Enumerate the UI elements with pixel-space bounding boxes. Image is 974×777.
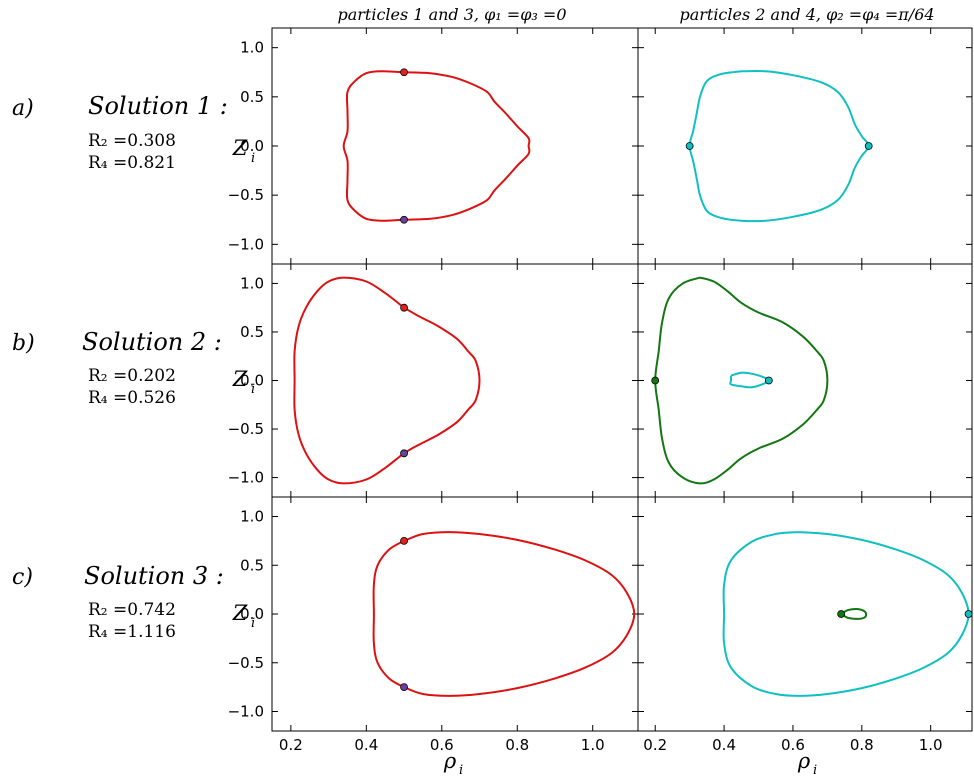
y-tick-label: 0.5	[240, 556, 264, 574]
x-axis-label-sub: i	[459, 763, 463, 777]
x-tick-label: 0.4	[354, 736, 378, 754]
x-axis-label: ρ	[797, 749, 811, 773]
plot-panels: −1.0 −0.5 0.0 0.5 1.0 −1.0 −0.5 0.0 0.5 1.0 −1.0 −0…	[228, 27, 973, 754]
panel-frame	[637, 263, 973, 498]
y-axis-label: Z	[232, 136, 248, 160]
r4-value: R₄ =0.821	[88, 153, 176, 173]
y-axis-label-sub: i	[251, 151, 255, 166]
y-tick-label: −1.0	[228, 469, 264, 487]
x-tick-label: 0.4	[712, 736, 736, 754]
x-tick-label: 1.0	[581, 736, 605, 754]
y-tick-label: 0.0	[240, 372, 264, 390]
solution-label: Solution 3 :	[84, 562, 224, 590]
x-tick-label: 1.0	[919, 736, 943, 754]
y-axis-label-row-a: Z i	[232, 136, 255, 166]
y-axis-label-sub: i	[251, 616, 255, 631]
y-axis-label: Z	[232, 601, 248, 625]
x-tick-label: 0.6	[430, 736, 454, 754]
y-tick-label: −0.5	[228, 420, 264, 438]
row-letter: b)	[12, 331, 35, 356]
row-annotation-c: c) Solution 3 : R₂ =0.742 R₄ =1.116	[12, 562, 224, 642]
orbit-curve-cyan	[729, 371, 770, 389]
y-tick-label: 0.0	[240, 605, 264, 623]
y-axis-label-row-b: Z i	[232, 367, 255, 397]
panel-0-1	[637, 27, 973, 265]
orbit-curve-cyan	[688, 69, 870, 223]
r4-value: R₄ =0.526	[88, 388, 176, 408]
x-tick-label: 0.2	[643, 736, 667, 754]
panel-2-1: 0.2 0.4 0.6 0.8 1.0	[637, 496, 973, 754]
y-axis-label: Z	[232, 367, 248, 391]
column-title-right: particles 2 and 4, φ₂ =φ₄ =π/64	[679, 5, 934, 24]
panel-2-0: −1.0 −0.5 0.0 0.5 1.0 0.2 0.4 0.6 0.8 1.0	[228, 496, 639, 754]
panel-frame	[271, 27, 639, 265]
particle-marker	[837, 610, 846, 618]
x-axis-label-sub: i	[813, 763, 817, 777]
panel-0-0: −1.0 −0.5 0.0 0.5 1.0	[228, 27, 639, 265]
particle-marker	[400, 303, 408, 312]
particle-marker	[964, 610, 973, 618]
particle-marker	[685, 142, 694, 150]
particle-marker	[764, 376, 773, 385]
y-tick-label: 1.0	[240, 274, 264, 292]
y-axis-label-sub: i	[251, 382, 255, 397]
x-tick-label: 0.8	[505, 736, 529, 754]
row-annotation-a: a) Solution 1 : R₂ =0.308 R₄ =0.821	[12, 92, 228, 173]
particle-marker	[400, 449, 408, 458]
orbit-curve-cyan	[722, 531, 970, 697]
r4-value: R₄ =1.116	[88, 622, 176, 642]
y-tick-label: 1.0	[240, 508, 264, 526]
particle-marker	[651, 376, 660, 385]
x-axis-label-right: ρ i	[797, 749, 817, 777]
x-tick-label: 0.2	[279, 736, 303, 754]
column-title-left: particles 1 and 3, φ₁ =φ₃ =0	[337, 5, 566, 24]
r2-value: R₂ =0.308	[88, 131, 176, 151]
y-tick-label: 0.5	[240, 323, 264, 341]
y-tick-label: −1.0	[228, 235, 264, 253]
particle-marker	[400, 68, 408, 77]
y-tick-label: −1.0	[228, 703, 264, 721]
orbit-curve-green	[840, 608, 868, 620]
particle-marker	[400, 215, 408, 224]
solution-label: Solution 2 :	[82, 328, 222, 356]
y-axis-label-row-c: Z i	[232, 601, 255, 631]
orbit-curve-green	[654, 276, 829, 485]
x-tick-label: 0.8	[850, 736, 874, 754]
y-tick-label: −0.5	[228, 654, 264, 672]
particle-marker	[400, 683, 408, 692]
x-tick-label: 0.6	[781, 736, 805, 754]
orbit-curve-red	[342, 70, 531, 222]
row-letter: a)	[12, 96, 34, 121]
solution-label: Solution 1 :	[88, 92, 228, 120]
particle-marker	[864, 142, 873, 150]
row-letter: c)	[12, 565, 33, 590]
y-tick-label: 1.0	[240, 39, 264, 57]
particle-marker	[400, 536, 408, 545]
y-tick-label: 0.0	[240, 137, 264, 155]
panel-1-0: −1.0 −0.5 0.0 0.5 1.0	[228, 263, 639, 498]
r2-value: R₂ =0.742	[88, 600, 176, 620]
r2-value: R₂ =0.202	[88, 366, 176, 386]
x-axis-label-left: ρ i	[443, 749, 463, 777]
orbit-curve-red	[293, 276, 481, 485]
x-axis-label: ρ	[443, 749, 457, 773]
panel-frame	[271, 263, 639, 498]
row-annotation-b: b) Solution 2 : R₂ =0.202 R₄ =0.526	[12, 328, 222, 408]
y-tick-label: 0.5	[240, 88, 264, 106]
y-tick-label: −0.5	[228, 186, 264, 204]
orbit-curve-red	[372, 531, 636, 697]
panel-1-1	[637, 263, 973, 498]
